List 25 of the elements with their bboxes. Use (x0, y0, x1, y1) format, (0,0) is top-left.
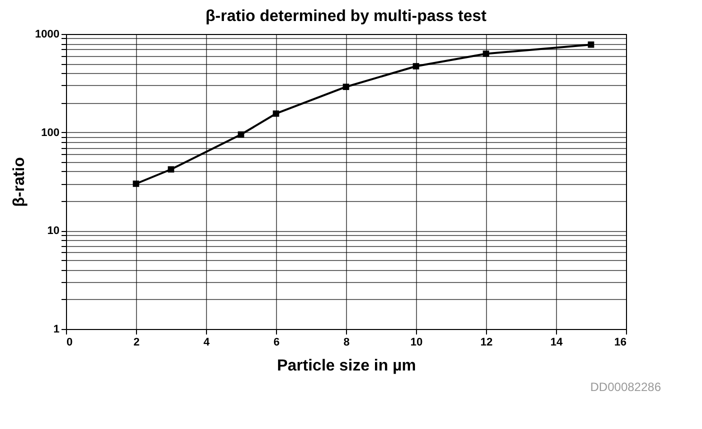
chart-title: β-ratio determined by multi-pass test (206, 8, 488, 25)
y-tick-label: 1 (53, 324, 60, 336)
x-tick-label: 14 (550, 336, 564, 348)
y-axis-title: β-ratio (11, 156, 28, 207)
x-tick-label: 6 (273, 336, 280, 348)
point (342, 84, 350, 90)
point (412, 63, 420, 70)
text: DD00082286 (590, 380, 662, 394)
x-tick-label: 2 (133, 336, 140, 348)
point (132, 180, 140, 187)
x-tick-label: 10 (410, 336, 423, 348)
x-tick-label: 4 (203, 336, 210, 348)
point (238, 131, 244, 138)
x-axis-title: Particle size in µm (276, 358, 416, 374)
point (272, 110, 280, 117)
x-tick-label: 12 (480, 336, 493, 348)
y-tick-label: 1000 (35, 28, 60, 40)
x-tick-label: 0 (66, 336, 73, 348)
point (588, 41, 594, 48)
point (482, 50, 490, 57)
x-tick-label: 16 (614, 336, 626, 348)
y-tick-label: 100 (41, 126, 60, 139)
y-tick-label: 10 (47, 225, 60, 238)
point (168, 166, 174, 173)
x-tick-label: 8 (343, 336, 350, 348)
